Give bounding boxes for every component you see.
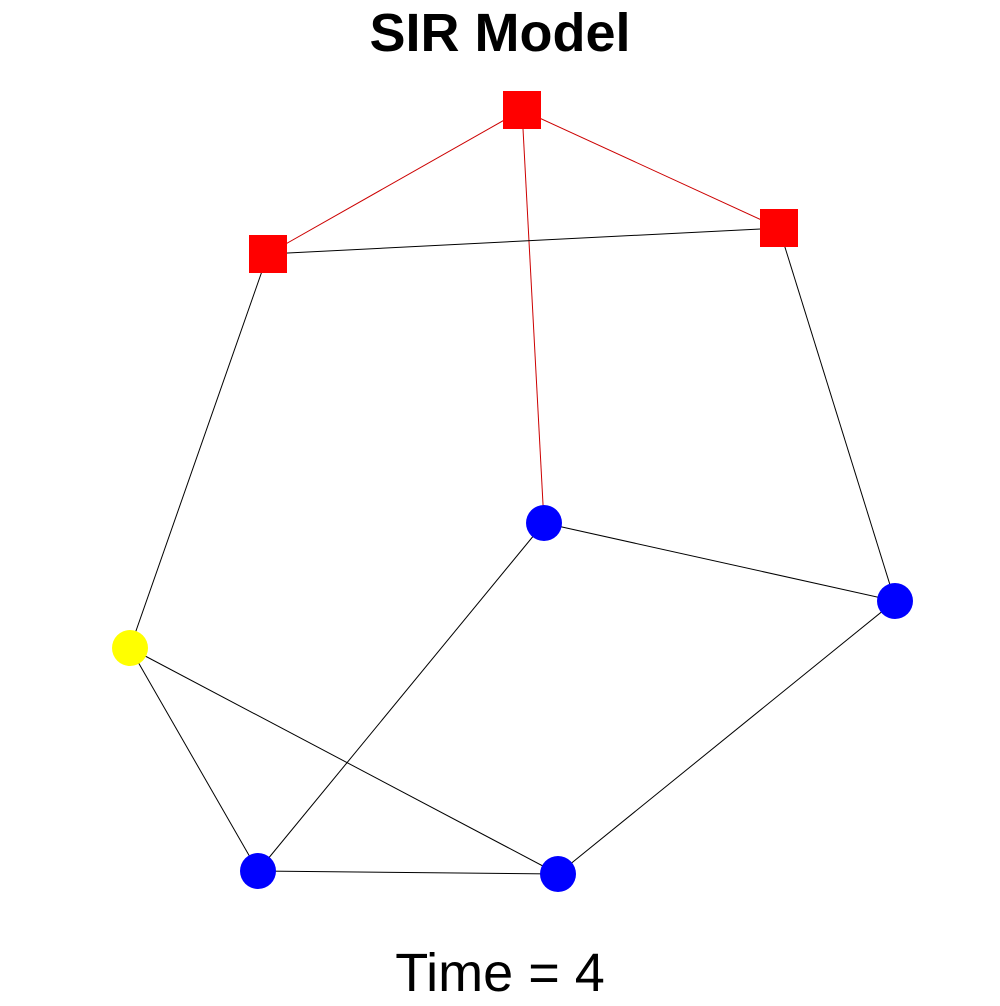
time-label: Time = [395, 943, 575, 1003]
edge-n3-n5 [778, 227, 896, 602]
edge-n1-n2 [267, 109, 523, 255]
node-n8-susceptible [540, 856, 576, 892]
edge-n6-n8 [129, 647, 559, 875]
edges-layer [129, 109, 896, 875]
node-n3-infected [760, 209, 798, 247]
chart-title: SIR Model [369, 3, 631, 63]
node-n6-recovered [112, 630, 148, 666]
nodes-layer [112, 91, 913, 892]
edge-n4-n7 [257, 522, 545, 872]
edge-n4-n5 [543, 522, 896, 602]
node-n1-infected [503, 91, 541, 129]
edge-n1-n4 [521, 109, 545, 524]
node-n4-susceptible [526, 505, 562, 541]
edge-n1-n3 [521, 109, 780, 229]
edge-n2-n3 [267, 227, 780, 255]
edge-n5-n8 [557, 600, 896, 875]
edge-n2-n6 [129, 253, 269, 649]
edge-n7-n8 [257, 870, 559, 875]
time-caption: Time = 4 [0, 940, 1000, 1006]
node-n5-susceptible [877, 583, 913, 619]
time-value: 4 [574, 943, 605, 1003]
node-n2-infected [249, 235, 287, 273]
edge-n6-n7 [129, 647, 259, 872]
node-n7-susceptible [240, 853, 276, 889]
